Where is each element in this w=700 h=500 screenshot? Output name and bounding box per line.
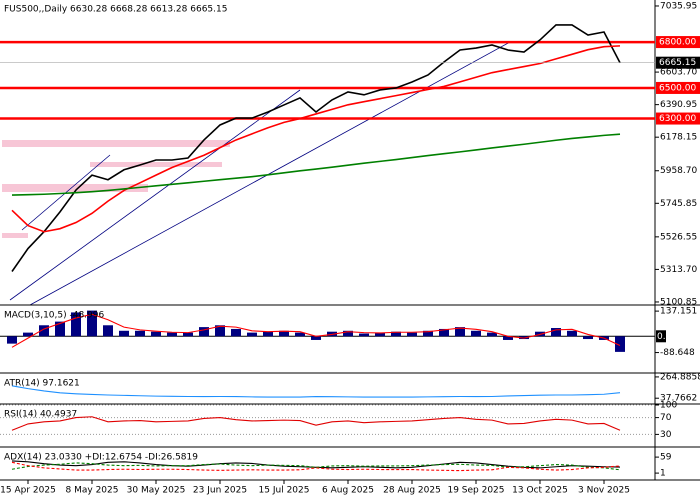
price-box	[656, 56, 700, 69]
y-tick-label: 70	[660, 413, 672, 423]
panel-title: ADX(14) 23.0330 +DI:12.6754 -DI:26.5819	[4, 453, 198, 463]
bar	[167, 332, 177, 337]
bar	[263, 331, 273, 337]
series-line	[11, 416, 621, 431]
level-box	[656, 112, 700, 125]
series-line	[11, 24, 621, 272]
bar	[487, 332, 497, 337]
bar	[151, 331, 161, 337]
y-tick-label: 59	[660, 453, 672, 463]
bar	[439, 328, 449, 337]
bar	[503, 336, 513, 340]
series-line	[11, 385, 621, 398]
series-line	[11, 462, 621, 471]
bar	[583, 336, 593, 340]
zone	[2, 140, 230, 147]
trend-line	[9, 89, 301, 301]
bar	[199, 327, 209, 337]
bar	[567, 330, 577, 337]
bar	[247, 332, 257, 337]
bar	[295, 332, 305, 337]
panel-title: MACD(3,10,5) -48.996	[4, 311, 105, 321]
x-tick-label: 23 Jun 2025	[193, 486, 247, 496]
bar	[391, 331, 401, 337]
level-label: 6300.00	[659, 114, 696, 124]
level-box	[656, 36, 700, 49]
zone	[90, 162, 222, 167]
bar	[55, 321, 65, 337]
series-line	[11, 45, 621, 233]
bar	[135, 330, 145, 337]
zone	[2, 233, 28, 238]
bar	[23, 332, 33, 337]
y-tick-label: 7035.95	[660, 1, 697, 11]
level-label: 6800.00	[659, 38, 696, 48]
y-tick-label: 37.7662	[660, 394, 697, 404]
y-tick-label: 6390.95	[660, 100, 697, 110]
y-tick-label: 5100.85	[660, 297, 697, 307]
y-tick-label: 5313.70	[660, 265, 697, 275]
panel-title: RSI(14) 40.4937	[4, 410, 77, 420]
level-label: 6500.00	[659, 83, 696, 93]
x-tick-label: 13 Oct 2025	[512, 486, 568, 496]
y-tick-label: 6178.15	[660, 133, 697, 143]
y-tick-label: 1	[660, 469, 666, 479]
y-tick-label: 100	[660, 401, 677, 411]
bar	[551, 328, 561, 337]
x-tick-label: 19 Sep 2025	[447, 486, 504, 496]
bar	[343, 330, 353, 337]
panel-title: FUS500,,Daily 6630.28 6668.28 6613.28 66…	[4, 5, 227, 15]
zone	[2, 184, 148, 192]
bar	[39, 325, 49, 337]
bar	[455, 327, 465, 337]
trend-line	[29, 41, 511, 306]
x-tick-label: 8 May 2025	[66, 486, 119, 496]
bar	[423, 330, 433, 337]
bar	[375, 332, 385, 337]
y-tick-label: 5958.70	[660, 166, 697, 176]
series-line	[11, 313, 621, 348]
tick-box	[656, 330, 666, 343]
bar	[311, 336, 321, 340]
y-tick-label: 137.151	[660, 307, 697, 317]
bar	[183, 332, 193, 337]
bar	[615, 336, 625, 352]
price-label: 6665.15	[659, 58, 696, 68]
level-box	[656, 81, 700, 94]
y-tick-label: 6603.70	[660, 68, 697, 78]
x-tick-label: 30 May 2025	[127, 486, 186, 496]
x-tick-label: 6 Aug 2025	[322, 486, 374, 496]
series-line	[11, 461, 621, 472]
bar	[407, 332, 417, 337]
y-tick-label: -88.648	[660, 348, 695, 358]
bar	[87, 310, 97, 337]
bar	[279, 330, 289, 337]
bar	[471, 330, 481, 337]
bar	[215, 325, 225, 337]
y-tick-label: 30	[660, 430, 672, 440]
x-tick-label: 15 Apr 2025	[0, 486, 56, 496]
x-tick-label: 3 Nov 2025	[578, 486, 630, 496]
x-tick-label: 28 Aug 2025	[383, 486, 441, 496]
panel-title: ATR(14) 97.1621	[4, 379, 80, 389]
y-tick-label: 5526.55	[660, 232, 697, 242]
y-tick-label: 5745.85	[660, 199, 697, 209]
y-tick-label: 0.00	[657, 332, 677, 342]
zones	[2, 140, 230, 238]
bar	[71, 312, 81, 337]
bar	[103, 325, 113, 337]
y-tick-label: 264.8858	[660, 372, 700, 382]
bar	[359, 333, 369, 337]
bar	[231, 328, 241, 337]
bar	[7, 336, 17, 344]
bar	[119, 330, 129, 337]
x-tick-label: 15 Jul 2025	[259, 486, 310, 496]
series-line	[11, 133, 621, 196]
